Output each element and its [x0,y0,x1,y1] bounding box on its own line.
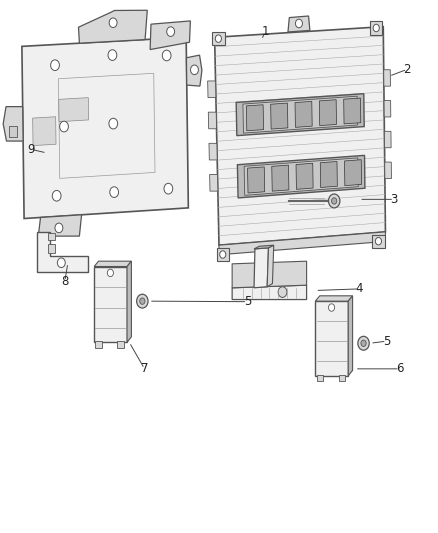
Polygon shape [348,296,353,376]
Circle shape [109,18,117,28]
Circle shape [373,25,379,32]
Bar [48,233,55,240]
Polygon shape [247,167,265,193]
Polygon shape [38,215,81,236]
Circle shape [137,294,148,308]
Circle shape [375,238,381,245]
Polygon shape [209,143,217,160]
Polygon shape [320,161,337,188]
Circle shape [162,50,171,61]
Polygon shape [244,158,358,195]
Polygon shape [33,117,56,146]
Polygon shape [246,105,264,131]
Polygon shape [315,296,353,301]
Polygon shape [94,261,131,266]
Polygon shape [384,70,390,86]
Circle shape [328,194,340,208]
Polygon shape [271,103,288,129]
Polygon shape [288,16,310,32]
Text: 2: 2 [403,63,411,76]
Polygon shape [94,266,127,342]
Bar [9,126,18,136]
Polygon shape [59,98,88,122]
Text: 3: 3 [391,193,398,206]
Bar [317,375,323,381]
Bar [370,21,382,35]
Polygon shape [319,100,336,126]
Circle shape [358,336,369,350]
Bar [339,375,345,381]
Polygon shape [59,74,155,179]
Text: 5: 5 [383,335,390,348]
Circle shape [167,27,175,36]
Circle shape [110,187,119,197]
Circle shape [164,183,173,194]
Bar [95,341,102,348]
Polygon shape [208,112,216,129]
Polygon shape [236,94,364,136]
Text: 5: 5 [244,295,251,308]
Polygon shape [344,98,361,124]
Circle shape [107,269,113,277]
Text: 6: 6 [396,362,404,375]
Text: 1: 1 [261,26,269,38]
Circle shape [278,287,287,297]
Polygon shape [22,37,188,219]
Bar [48,244,55,253]
Polygon shape [78,10,147,43]
Polygon shape [215,27,385,245]
Polygon shape [295,101,312,127]
Polygon shape [254,248,268,288]
Text: 4: 4 [355,282,363,295]
Polygon shape [150,21,191,50]
Circle shape [57,258,65,268]
Circle shape [332,198,337,204]
Circle shape [55,223,63,233]
Circle shape [215,35,222,43]
Polygon shape [210,174,218,191]
Polygon shape [243,96,357,133]
Circle shape [52,190,61,201]
Circle shape [295,19,303,28]
Polygon shape [208,81,216,98]
Circle shape [51,60,60,70]
Bar [117,341,124,348]
Polygon shape [232,285,307,300]
Polygon shape [267,245,274,287]
Polygon shape [385,131,391,148]
Polygon shape [315,301,348,376]
Polygon shape [3,107,23,141]
Circle shape [328,304,335,311]
Bar [217,248,229,261]
Bar [372,235,385,248]
Polygon shape [384,101,391,117]
Polygon shape [127,261,131,342]
Text: 8: 8 [61,275,68,288]
Polygon shape [385,162,392,179]
Text: 9: 9 [27,143,35,156]
Text: 7: 7 [141,362,148,375]
Polygon shape [187,55,202,86]
Circle shape [60,121,68,132]
Polygon shape [219,232,385,255]
Polygon shape [232,261,307,288]
Circle shape [191,65,198,75]
Polygon shape [37,232,88,272]
Circle shape [140,298,145,304]
Circle shape [361,340,366,346]
Circle shape [109,118,118,129]
Polygon shape [237,155,365,198]
Bar [212,32,225,45]
Polygon shape [254,245,274,249]
Polygon shape [296,163,313,189]
Polygon shape [272,165,289,191]
Polygon shape [345,160,361,185]
Circle shape [220,251,226,258]
Circle shape [108,50,117,60]
